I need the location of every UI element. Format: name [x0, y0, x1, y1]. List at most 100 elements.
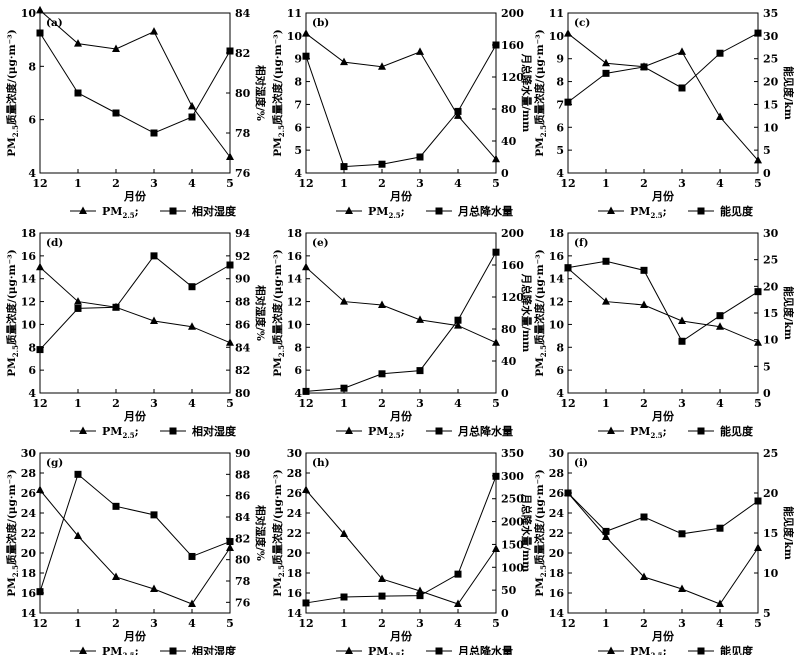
- x-axis-label: 月份: [389, 409, 413, 423]
- right-tick-label: 40: [501, 135, 517, 148]
- triangle-point: [112, 572, 120, 580]
- y-axis-label: PM2.5质量浓度/(μg·m⁻³): [533, 29, 548, 156]
- legend-triangle-marker: [345, 206, 353, 214]
- left-tick-label: 7: [556, 98, 564, 111]
- right-tick-label: 200: [501, 516, 524, 529]
- plot-frame: [305, 232, 497, 394]
- left-tick-label: 18: [287, 227, 303, 240]
- left-tick-label: 8: [28, 341, 36, 354]
- left-tick-label: 10: [549, 318, 565, 331]
- x-tick-label: 12: [32, 397, 47, 410]
- left-tick-label: 10: [287, 318, 303, 331]
- left-tick-label: 26: [21, 487, 37, 500]
- triangle-point: [150, 584, 158, 592]
- right-tick-label: 35: [763, 7, 778, 20]
- square-point: [640, 63, 648, 71]
- x-tick-label: 2: [378, 177, 386, 190]
- left-tick-label: 20: [549, 547, 565, 560]
- left-tick-label: 14: [21, 273, 37, 286]
- triangle-point: [378, 300, 386, 308]
- series-line-secondary: [305, 251, 497, 392]
- legend-triangle-marker: [607, 646, 615, 654]
- legend-square-marker: [435, 207, 443, 215]
- x-tick-label: 2: [112, 617, 120, 630]
- right-tick-label: 200: [501, 7, 524, 20]
- x-tick-label: 5: [754, 617, 762, 630]
- x-tick-label: 1: [602, 617, 610, 630]
- left-tick-label: 14: [549, 607, 565, 620]
- x-tick-label: 3: [416, 177, 424, 190]
- x-tick-label: 12: [32, 617, 47, 630]
- triangle-point: [492, 338, 500, 346]
- right-tick-label: 10: [763, 334, 779, 347]
- x-tick-label: 3: [150, 397, 158, 410]
- x-axis-label: 月份: [123, 409, 147, 423]
- x-tick-label: 3: [678, 617, 686, 630]
- legend-square-marker: [435, 647, 443, 655]
- x-tick-label: 2: [640, 177, 648, 190]
- legend-label-pm25: PM2.5;: [368, 205, 405, 220]
- x-tick-label: 5: [754, 177, 762, 190]
- triangle-point: [36, 485, 44, 493]
- left-tick-label: 24: [549, 507, 565, 520]
- left-tick-label: 14: [21, 607, 37, 620]
- panel-label: (c): [574, 17, 590, 29]
- square-point: [302, 599, 310, 607]
- left-tick-label: 28: [549, 467, 565, 480]
- x-tick-label: 3: [416, 397, 424, 410]
- left-tick-label: 6: [28, 364, 36, 377]
- right-tick-label: 80: [501, 103, 517, 116]
- square-point: [188, 113, 196, 121]
- square-point: [36, 346, 44, 354]
- left-tick-label: 16: [549, 250, 565, 263]
- x-tick-label: 2: [640, 617, 648, 630]
- right-tick-label: 90: [235, 273, 251, 286]
- right-tick-label: 250: [501, 493, 524, 506]
- y-axis-label: PM2.5质量浓度/(μg·m⁻³): [271, 249, 286, 376]
- left-tick-label: 30: [549, 447, 565, 460]
- x-tick-label: 12: [298, 617, 313, 630]
- right-tick-label: 160: [501, 39, 524, 52]
- left-tick-label: 28: [21, 467, 37, 480]
- y2-axis-label: 月总降水量/mm: [520, 53, 533, 133]
- triangle-point: [492, 154, 500, 163]
- left-tick-label: 8: [294, 76, 302, 89]
- square-point: [602, 527, 610, 535]
- left-tick-label: 8: [28, 60, 36, 73]
- plot-frame: [39, 452, 231, 614]
- plot-frame: [39, 232, 231, 394]
- triangle-point: [564, 29, 572, 37]
- triangle-point: [36, 262, 44, 271]
- left-tick-label: 10: [21, 318, 37, 331]
- y-axis-label: PM2.5质量浓度/(μg·m⁻³): [533, 249, 548, 376]
- left-tick-label: 12: [21, 296, 36, 309]
- right-tick-label: 350: [501, 447, 524, 460]
- panel-label: (b): [312, 17, 329, 29]
- triangle-point: [716, 112, 724, 120]
- triangle-point: [340, 57, 348, 66]
- x-tick-label: 5: [492, 177, 500, 190]
- right-tick-label: 300: [501, 470, 524, 483]
- square-point: [226, 261, 234, 269]
- triangle-point: [716, 322, 724, 330]
- right-tick-label: 5: [763, 360, 771, 373]
- square-point: [378, 592, 386, 600]
- right-tick-label: 30: [763, 227, 779, 240]
- triangle-point: [150, 316, 158, 324]
- square-point: [564, 98, 572, 106]
- x-tick-label: 1: [602, 397, 610, 410]
- panel-label: (g): [46, 457, 63, 469]
- square-point: [754, 497, 762, 505]
- series-line-secondary: [567, 492, 759, 535]
- square-point: [74, 304, 82, 312]
- left-tick-label: 10: [21, 7, 37, 20]
- square-point: [492, 248, 500, 256]
- left-tick-label: 11: [287, 7, 302, 20]
- plot-frame: [305, 452, 497, 614]
- triangle-point: [454, 321, 462, 329]
- plot-frame: [567, 452, 759, 614]
- square-point: [602, 69, 610, 77]
